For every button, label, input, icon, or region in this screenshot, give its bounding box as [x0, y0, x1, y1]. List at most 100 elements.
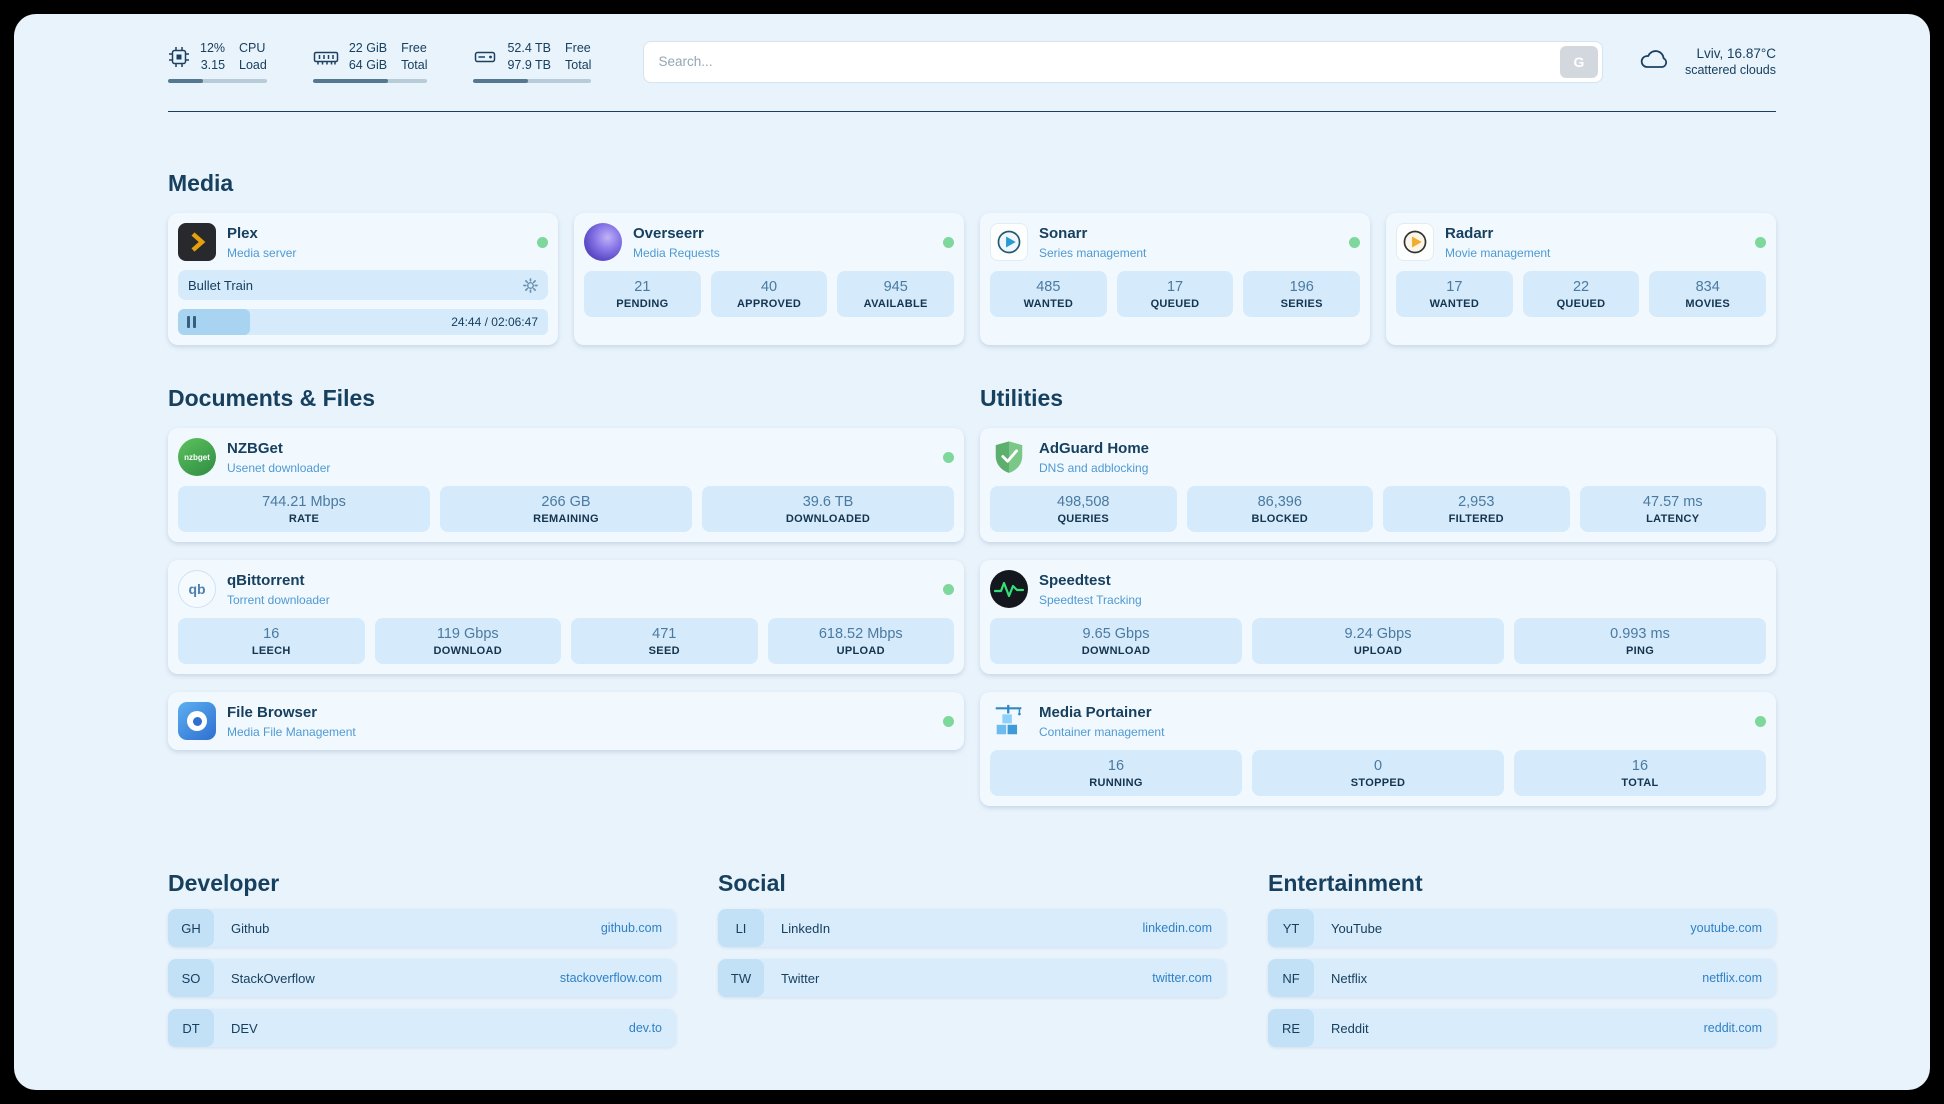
- sonarr-card-header: Sonarr Series management: [990, 223, 1360, 261]
- resource-cpu-info: 12% 3.15 CPU Load: [168, 40, 267, 73]
- stat-value: 9.24 Gbps: [1344, 626, 1412, 642]
- plex-icon[interactable]: [178, 223, 216, 261]
- stat-value: 485: [1036, 279, 1061, 295]
- status-dot: [943, 715, 954, 727]
- stats-row: 485 WANTED 17 QUEUED 196 SERIES: [990, 271, 1361, 317]
- stat-value: 945: [883, 279, 908, 295]
- filebrowser-icon[interactable]: [178, 702, 216, 740]
- bookmark-github[interactable]: GH Github github.com: [168, 909, 676, 947]
- speedtest-link[interactable]: Speedtest Speedtest Tracking: [1039, 572, 1142, 607]
- bookmark-twitter[interactable]: TW Twitter twitter.com: [718, 959, 1226, 997]
- stat-tile: 945 AVAILABLE: [837, 271, 955, 317]
- stat-value: 0: [1373, 758, 1383, 774]
- speedtest-icon[interactable]: [990, 570, 1028, 608]
- overseerr-icon[interactable]: [584, 223, 622, 261]
- bookmark-stackoverflow[interactable]: SO StackOverflow stackoverflow.com: [168, 959, 676, 997]
- media-grid: Plex Media server Bullet Train: [168, 213, 1776, 345]
- stat-tile: 196 SERIES: [1243, 271, 1361, 317]
- stat-tile: 266 GB REMAINING: [440, 486, 692, 532]
- bookmark-name: StackOverflow: [231, 970, 315, 986]
- stat-label: PENDING: [616, 298, 669, 310]
- bookmark-reddit[interactable]: RE Reddit reddit.com: [1268, 1009, 1776, 1047]
- nzbget-link[interactable]: NZBGet Usenet downloader: [227, 440, 330, 475]
- bookmark-abbr: LI: [718, 909, 764, 947]
- bookmark-url: github.com: [600, 921, 662, 935]
- adguard-card-header: AdGuard Home DNS and adblocking: [990, 438, 1766, 476]
- dashboard-page: 12% 3.15 CPU Load: [14, 14, 1930, 1090]
- qbittorrent-card: qb qBittorrent Torrent downloader 16 LEE…: [168, 560, 964, 674]
- content-container: 12% 3.15 CPU Load: [168, 14, 1776, 1077]
- stat-tile: 618.52 Mbps UPLOAD: [767, 618, 954, 664]
- stat-tile: 17 QUEUED: [1116, 271, 1234, 317]
- weather-location: Lviv, 16.87°C: [1696, 46, 1776, 61]
- filebrowser-link[interactable]: File Browser Media File Management: [227, 704, 356, 739]
- stat-label: WANTED: [1429, 298, 1480, 310]
- search-bar: G: [643, 40, 1603, 83]
- stat-label: WANTED: [1023, 298, 1074, 310]
- bookmark-linkedin[interactable]: LI LinkedIn linkedin.com: [718, 909, 1226, 947]
- radarr-icon[interactable]: [1396, 223, 1434, 261]
- stat-label: RATE: [288, 513, 320, 525]
- stat-label: UPLOAD: [836, 645, 885, 657]
- overseerr-link[interactable]: Overseerr Media Requests: [633, 225, 720, 260]
- section-title-developer: Developer: [168, 870, 280, 896]
- cpu-icon: [168, 46, 190, 68]
- stat-value: 2,953: [1458, 494, 1495, 510]
- stat-value: 16: [263, 626, 280, 642]
- adguard-icon[interactable]: [990, 438, 1028, 476]
- portainer-link[interactable]: Media Portainer Container management: [1039, 704, 1164, 739]
- portainer-icon[interactable]: [990, 702, 1028, 740]
- weather-text: Lviv, 16.87°C scattered clouds: [1685, 46, 1776, 77]
- overseerr-card: Overseerr Media Requests 21 PENDING 40 A…: [574, 213, 964, 345]
- stat-value: 40: [760, 279, 778, 295]
- plex-card: Plex Media server Bullet Train: [168, 213, 558, 345]
- search-input[interactable]: [643, 40, 1603, 83]
- resource-disk: 52.4 TB 97.9 TB Free Total: [473, 40, 592, 83]
- resource-progress-fill: [168, 79, 203, 83]
- section-title-media: Media: [168, 170, 234, 196]
- bookmark-name: Github: [231, 920, 270, 936]
- bookmark-netflix[interactable]: NF Netflix netflix.com: [1268, 959, 1776, 997]
- search-provider-button[interactable]: G: [1559, 45, 1598, 78]
- service-title: AdGuard Home: [1039, 439, 1150, 457]
- bookmark-abbr: NF: [1268, 959, 1314, 997]
- gear-icon[interactable]: [523, 277, 538, 293]
- bookmark-abbr: GH: [168, 909, 214, 947]
- nzbget-icon-text: nzbget: [184, 452, 210, 462]
- status-dot: [1755, 236, 1766, 248]
- bookmark-dev[interactable]: DT DEV dev.to: [168, 1009, 676, 1047]
- qbittorrent-link[interactable]: qBittorrent Torrent downloader: [227, 572, 330, 607]
- adguard-link[interactable]: AdGuard Home DNS and adblocking: [1039, 440, 1149, 475]
- stat-tile: 0 STOPPED: [1252, 750, 1504, 796]
- resource-label: Free: [401, 41, 427, 55]
- resource-progress-fill: [312, 79, 389, 83]
- radarr-link[interactable]: Radarr Movie management: [1445, 225, 1550, 260]
- stat-value: 9.65 Gbps: [1082, 626, 1150, 642]
- nzbget-card-header: nzbget NZBGet Usenet downloader: [178, 438, 954, 476]
- stat-label: MOVIES: [1685, 298, 1730, 310]
- status-dot: [943, 451, 954, 463]
- playback-time: 24:44 / 02:06:47: [451, 315, 538, 329]
- sonarr-link[interactable]: Sonarr Series management: [1039, 225, 1146, 260]
- resource-values: 12% 3.15: [200, 40, 225, 73]
- bookmark-youtube[interactable]: YT YouTube youtube.com: [1268, 909, 1776, 947]
- sonarr-icon[interactable]: [990, 223, 1028, 261]
- stats-row: 744.21 Mbps RATE 266 GB REMAINING 39.6 T…: [178, 486, 954, 532]
- stat-value: 86,396: [1257, 494, 1302, 510]
- plex-link[interactable]: Plex Media server: [227, 225, 296, 260]
- weather-widget: Lviv, 16.87°C scattered clouds: [1637, 46, 1776, 77]
- filebrowser-card: File Browser Media File Management: [168, 692, 964, 750]
- resource-labels: CPU Load: [239, 40, 267, 73]
- resource-progress-track: [312, 79, 428, 83]
- service-title: File Browser: [227, 703, 318, 721]
- service-subtitle: Media File Management: [227, 724, 356, 739]
- nzbget-icon[interactable]: nzbget: [178, 438, 216, 476]
- bookmark-name: YouTube: [1331, 920, 1383, 936]
- resource-progress-track: [473, 79, 592, 83]
- stat-label: DOWNLOADED: [785, 513, 871, 525]
- qbittorrent-icon[interactable]: qb: [178, 570, 216, 608]
- stat-tile: 471 SEED: [571, 618, 758, 664]
- service-title: Overseerr: [633, 224, 704, 242]
- resource-label: Total: [401, 57, 428, 72]
- stat-value: 119 Gbps: [436, 626, 499, 642]
